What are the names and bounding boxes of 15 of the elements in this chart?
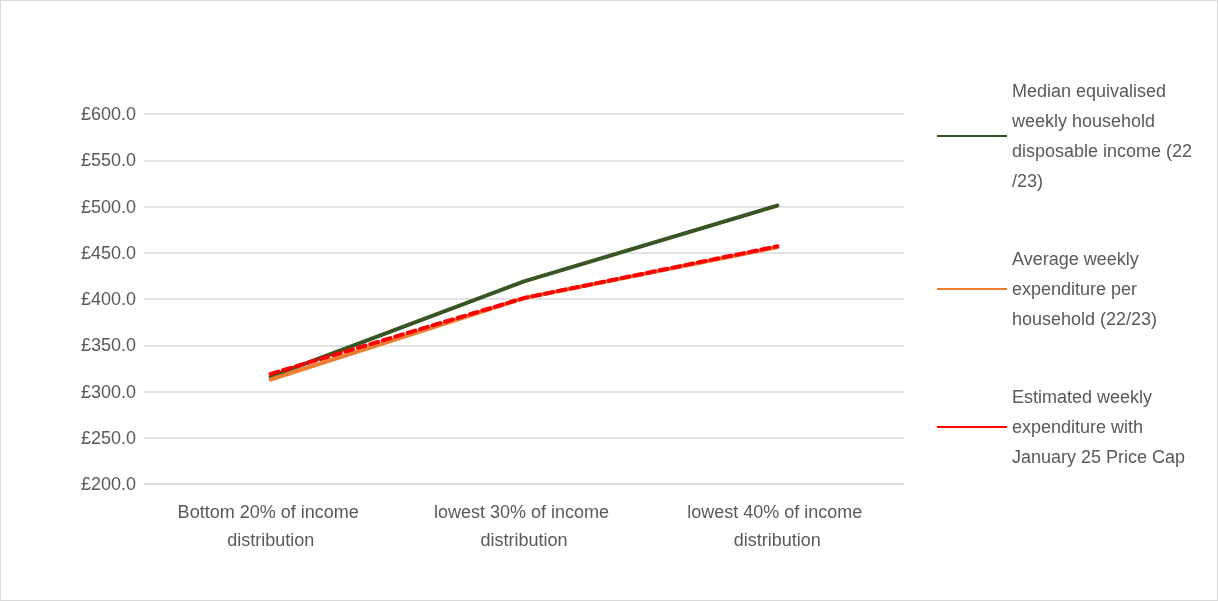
x-tick-label: lowest 30% of income distribution (433, 502, 615, 550)
legend-label: Estimated weekly expenditure with January 25 Price Cap (1012, 387, 1186, 467)
y-tick-label: £500.0 (80, 196, 136, 217)
y-tick-label: £600.0 (80, 104, 136, 124)
legend-label: Average weekly expenditure per household (22/23) (1012, 249, 1158, 329)
y-tick-label: £200.0 (80, 474, 136, 494)
x-tick-label: Bottom 20% of income distribution (177, 502, 364, 550)
y-tick-label: £400.0 (80, 289, 136, 309)
y-tick-label: £550.0 (80, 150, 136, 171)
y-tick-label: £250.0 (80, 427, 136, 448)
y-tick-label: £350.0 (80, 335, 136, 356)
legend-label: Median equivalised weekly household disposable income (22/23) (1011, 81, 1193, 191)
y-tick-label: £450.0 (80, 242, 136, 263)
x-tick-label: lowest 40% of income distribution (687, 502, 868, 550)
y-tick-label: £300.0 (80, 381, 136, 402)
